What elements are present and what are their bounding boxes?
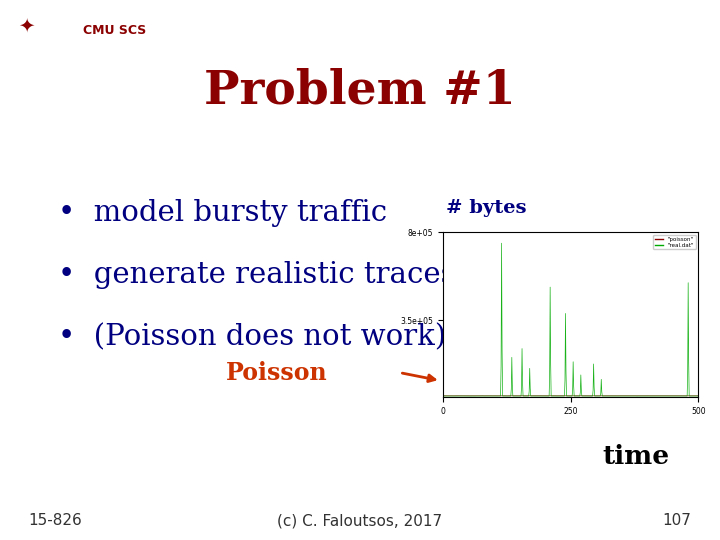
Text: Problem #1: Problem #1	[204, 68, 516, 113]
Text: # bytes: # bytes	[446, 199, 527, 217]
Text: •  model bursty traffic: • model bursty traffic	[58, 199, 387, 227]
Text: 15-826: 15-826	[29, 513, 83, 528]
Text: CMU SCS: CMU SCS	[83, 24, 146, 37]
Text: ✦: ✦	[18, 16, 35, 35]
Text: •  generate realistic traces: • generate realistic traces	[58, 261, 455, 289]
Text: (c) C. Faloutsos, 2017: (c) C. Faloutsos, 2017	[277, 513, 443, 528]
Text: Poisson: Poisson	[226, 361, 328, 384]
Text: time: time	[603, 444, 670, 469]
Legend: "poisson", "real.dat": "poisson", "real.dat"	[653, 235, 696, 249]
Text: •  (Poisson does not work): • (Poisson does not work)	[58, 323, 446, 352]
Text: 107: 107	[662, 513, 691, 528]
